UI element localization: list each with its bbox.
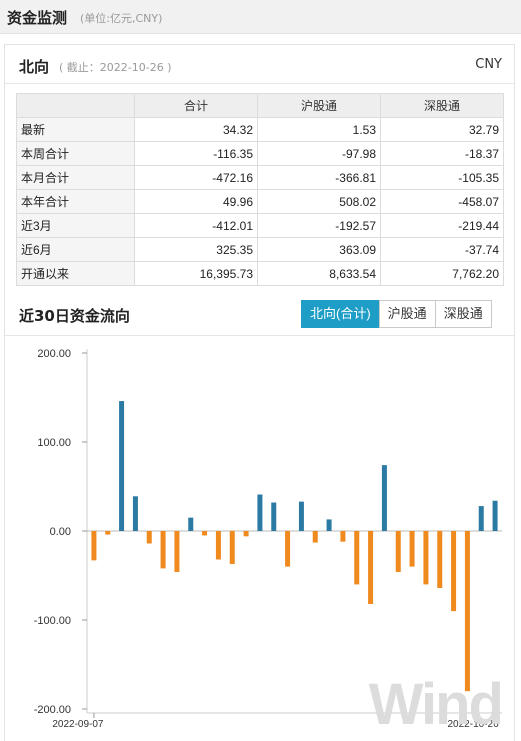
table-header-empty <box>16 93 135 118</box>
table-header-total: 合计 <box>134 93 258 118</box>
northbound-panel: 北向 ( 截止：2022-10-26 ) CNY 合计 沪股通 深股通 最新 34… <box>4 44 515 741</box>
y-tick-label: 0.00 <box>50 526 71 538</box>
table-header-sz: 深股通 <box>380 93 504 118</box>
x-tick-label-end: 2022-10-26 <box>448 719 500 730</box>
row-value: -116.35 <box>134 141 258 166</box>
row-value: -412.01 <box>134 213 258 238</box>
chart-title: 近30日资金流向 <box>19 307 130 325</box>
bar <box>146 531 152 544</box>
row-value: 34.32 <box>134 117 258 142</box>
row-label: 开通以来 <box>16 261 135 286</box>
table-row: 开通以来 16,395.73 8,633.54 7,762.20 <box>16 261 504 286</box>
bar-chart: 200.00 100.00 0.00 -100.00 -200.00 2022-09-07… <box>5 335 514 741</box>
bar <box>423 531 429 585</box>
row-value: 32.79 <box>380 117 504 142</box>
bar-chart-svg: 200.00 100.00 0.00 -100.00 -200.00 2022-09-07… <box>34 348 502 730</box>
table-row: 本年合计 49.96 508.02 -458.07 <box>16 189 504 214</box>
table-row: 近3月 -412.01 -192.57 -219.44 <box>16 213 504 238</box>
bar <box>478 506 484 531</box>
bar <box>202 531 208 536</box>
divider <box>5 83 514 84</box>
page-title: 资金监测 <box>7 9 68 27</box>
bar <box>492 500 498 531</box>
bar <box>119 401 125 531</box>
row-value: -458.07 <box>380 189 504 214</box>
bar <box>298 501 304 531</box>
bar <box>160 531 166 569</box>
y-tick-label: -200.00 <box>34 704 71 716</box>
row-label: 最新 <box>16 117 135 142</box>
bar <box>451 531 457 612</box>
bar <box>215 531 221 560</box>
row-value: 7,762.20 <box>380 261 504 286</box>
bar <box>437 531 443 588</box>
row-value: -366.81 <box>257 165 381 190</box>
bar <box>174 531 180 572</box>
row-value: 49.96 <box>134 189 258 214</box>
table-row: 最新 34.32 1.53 32.79 <box>16 117 504 142</box>
x-tick-label-start: 2022-09-07 <box>52 719 104 730</box>
bar <box>368 531 374 604</box>
bar <box>243 531 249 537</box>
row-value: -472.16 <box>134 165 258 190</box>
row-label: 近3月 <box>16 213 135 238</box>
bar <box>326 519 332 531</box>
bar <box>409 531 415 567</box>
tab-shanghai-connect[interactable]: 沪股通 <box>378 300 436 328</box>
row-label: 本周合计 <box>16 141 135 166</box>
row-value: -18.37 <box>380 141 504 166</box>
table-row: 近6月 325.35 363.09 -37.74 <box>16 237 504 262</box>
row-label: 本年合计 <box>16 189 135 214</box>
y-tick-label: -100.00 <box>34 615 71 627</box>
bar <box>395 531 401 572</box>
bar <box>91 531 97 561</box>
bar <box>354 531 360 585</box>
table-row: 本周合计 -116.35 -97.98 -18.37 <box>16 141 504 166</box>
y-tick-label: 100.00 <box>37 437 71 449</box>
bar <box>105 531 111 535</box>
bar <box>257 494 263 531</box>
northbound-title: 北向 <box>19 58 50 76</box>
tab-northbound-total[interactable]: 北向(合计) <box>301 300 380 328</box>
row-value: 8,633.54 <box>257 261 381 286</box>
row-value: 1.53 <box>257 117 381 142</box>
bar <box>340 531 346 542</box>
row-value: -192.57 <box>257 213 381 238</box>
wind-watermark: Wind <box>368 672 504 737</box>
bar <box>132 496 138 531</box>
bar <box>381 465 387 531</box>
northbound-table: 合计 沪股通 深股通 最新 34.32 1.53 32.79 本周合计 -116.35 -9… <box>16 93 504 286</box>
row-value: 16,395.73 <box>134 261 258 286</box>
bar <box>271 502 277 531</box>
table-header-sh: 沪股通 <box>257 93 381 118</box>
chart-tabs: 北向(合计) 沪股通 深股通 <box>301 300 492 328</box>
table-row: 本月合计 -472.16 -366.81 -105.35 <box>16 165 504 190</box>
bar <box>188 517 194 531</box>
tab-shenzhen-connect[interactable]: 深股通 <box>434 300 492 328</box>
bar <box>229 531 235 564</box>
table-header-row: 合计 沪股通 深股通 <box>16 93 504 118</box>
row-value: 363.09 <box>257 237 381 262</box>
bar <box>285 531 291 567</box>
row-value: -105.35 <box>380 165 504 190</box>
row-label: 本月合计 <box>16 165 135 190</box>
page-header: 资金监测 (单位:亿元,CNY) <box>0 0 521 34</box>
row-value: 508.02 <box>257 189 381 214</box>
bar <box>312 531 318 543</box>
row-label: 近6月 <box>16 237 135 262</box>
row-value: -219.44 <box>380 213 504 238</box>
date-note: ( 截止：2022-10-26 ) <box>59 61 172 74</box>
currency-label: CNY <box>475 57 502 72</box>
unit-note: (单位:亿元,CNY) <box>80 12 163 25</box>
row-value: -37.74 <box>380 237 504 262</box>
bar <box>464 531 470 692</box>
row-value: 325.35 <box>134 237 258 262</box>
row-value: -97.98 <box>257 141 381 166</box>
y-tick-label: 200.00 <box>37 348 71 360</box>
